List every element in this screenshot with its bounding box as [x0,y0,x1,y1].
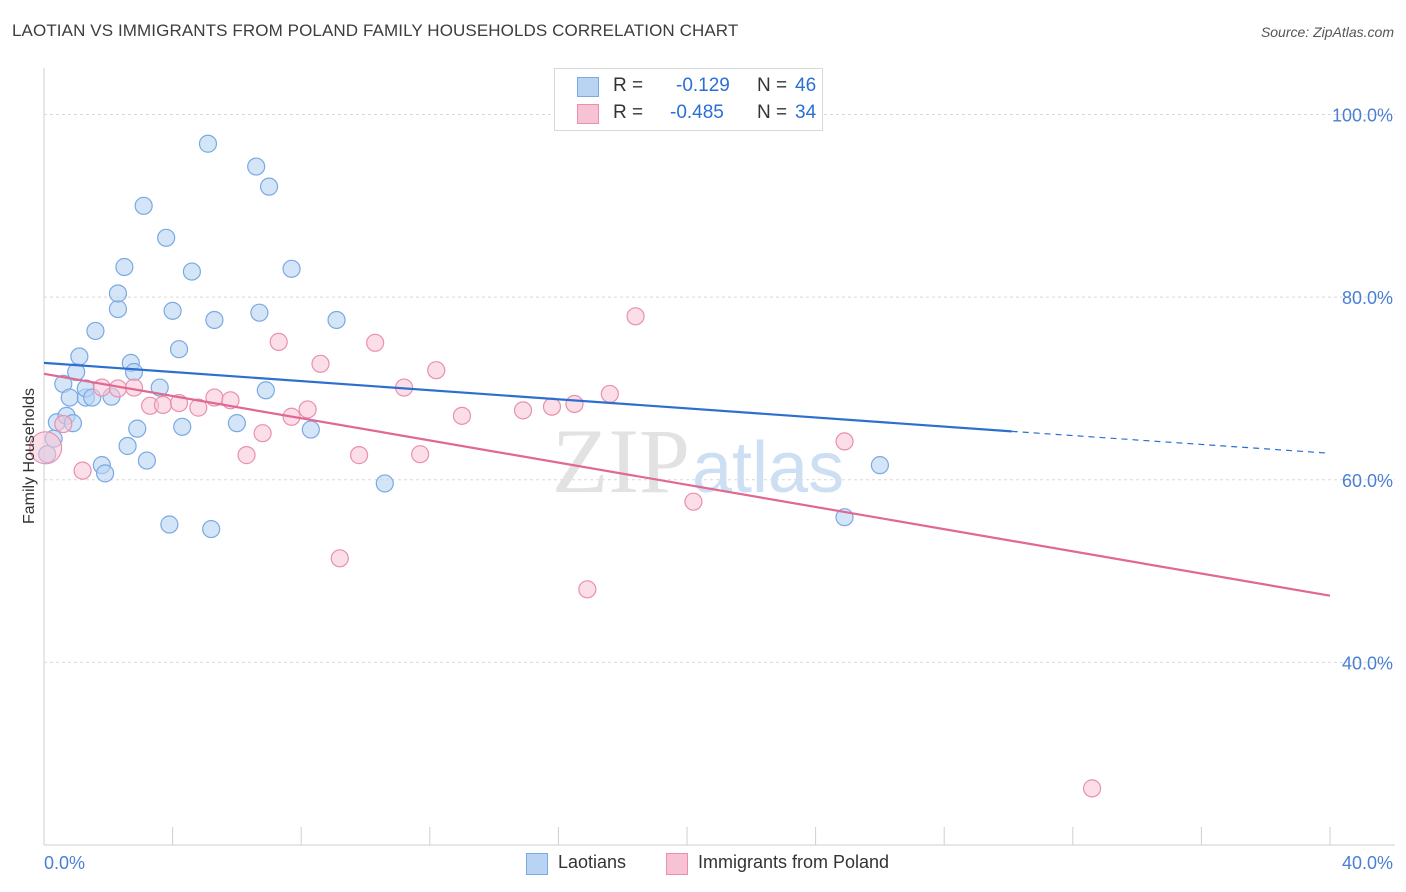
laotians-point [118,436,137,456]
x-tick-label: 0.0% [44,853,85,873]
laotians-point [198,134,218,153]
laotians-point [182,262,201,281]
laotians-n-label: N = [757,75,788,96]
laotians-point [259,177,279,196]
poland-point [253,424,272,443]
laotians-point [115,257,134,277]
watermark-zip: ZIP [552,410,690,512]
correlation-legend: R = -0.129 N = 46 R = -0.485 N = 34 [554,68,823,131]
y-axis-title: Family Households [21,388,38,524]
source-label: Source: ZipAtlas.com [1260,24,1394,40]
poland-point [452,406,472,425]
laotians-point [169,340,189,359]
laotians-point [150,378,169,397]
poland-point [54,414,73,434]
bottom-poland-swatch [666,853,688,875]
laotians-point [327,310,346,330]
bottom-laotians-swatch [526,853,548,875]
poland-point [73,461,92,480]
laotians-point [95,464,115,483]
laotians-point [137,451,156,470]
laotians-point [227,414,246,433]
chart-title: LAOTIAN VS IMMIGRANTS FROM POLAND FAMILY… [12,21,739,40]
laotians-point [160,515,179,534]
laotians-point [870,456,890,475]
poland-point [578,580,597,599]
poland-point [330,549,349,568]
laotians-trend-extension [1011,430,1331,454]
poland-point [835,432,854,451]
laotians-point [157,228,176,247]
laotians-point [301,420,320,439]
laotians-point [134,196,153,215]
y-tick-label: 60.0% [1342,471,1393,491]
laotians-point [282,259,301,278]
poland-point [189,398,208,417]
laotians-trend-line [43,361,1012,433]
poland-point [92,378,111,397]
laotians-point [256,381,275,400]
poland-n-label: N = [757,102,788,123]
laotians-point [108,284,128,303]
poland-point [366,333,385,352]
y-tick-label: 100.0% [1332,106,1393,126]
poland-point [513,401,533,420]
laotians-point [247,157,266,176]
poland-point [411,445,430,464]
poland-point [153,395,173,414]
laotians-point [108,299,128,319]
tick-labels: 40.0% 60.0% 80.0% 100.0% 0.0% 40.0% [44,106,1393,873]
poland-point [565,394,584,414]
poland-n-value: 34 [795,102,817,123]
laotians-point [163,301,182,320]
poland-point [29,431,63,465]
grid-lines [44,114,1395,663]
poland-point [626,307,645,326]
laotians-point [124,362,144,382]
poland-r-value: -0.485 [670,102,724,123]
poland-r-label: R = [613,102,644,123]
laotians-n-value: 46 [795,75,817,96]
poland-swatch [577,104,599,124]
watermark: ZIP atlas [552,410,844,512]
poland-point [298,400,317,419]
poland-point [237,446,256,465]
laotians-point [60,388,79,407]
laotians-swatch [577,77,599,97]
bottom-laotians-label: Laotians [558,852,627,872]
poland-point [311,354,330,373]
watermark-atlas: atlas [692,428,844,508]
poland-point [600,384,619,404]
poland-point [269,332,288,351]
laotians-point [128,419,147,438]
poland-point [427,361,446,380]
x-tick-label: 40.0% [1342,853,1393,873]
y-tick-label: 40.0% [1342,653,1393,673]
poland-point [542,397,562,416]
laotians-point [250,303,269,322]
laotians-point [86,321,105,341]
laotians-point [202,519,221,539]
laotians-point [205,310,224,330]
laotians-points [38,134,890,539]
laotians-r-label: R = [613,75,644,96]
bottom-poland-label: Immigrants from Poland [698,852,890,872]
laotians-r-value: -0.129 [676,75,730,96]
laotians-point [375,474,394,493]
y-tick-label: 80.0% [1342,288,1393,308]
poland-points [29,307,1102,798]
poland-trend-line [43,372,1331,597]
poland-point [684,492,703,511]
poland-point [349,446,369,465]
laotians-point [70,347,89,366]
poland-point [1082,779,1102,798]
trend-lines [43,361,1331,597]
laotians-point [173,417,192,436]
